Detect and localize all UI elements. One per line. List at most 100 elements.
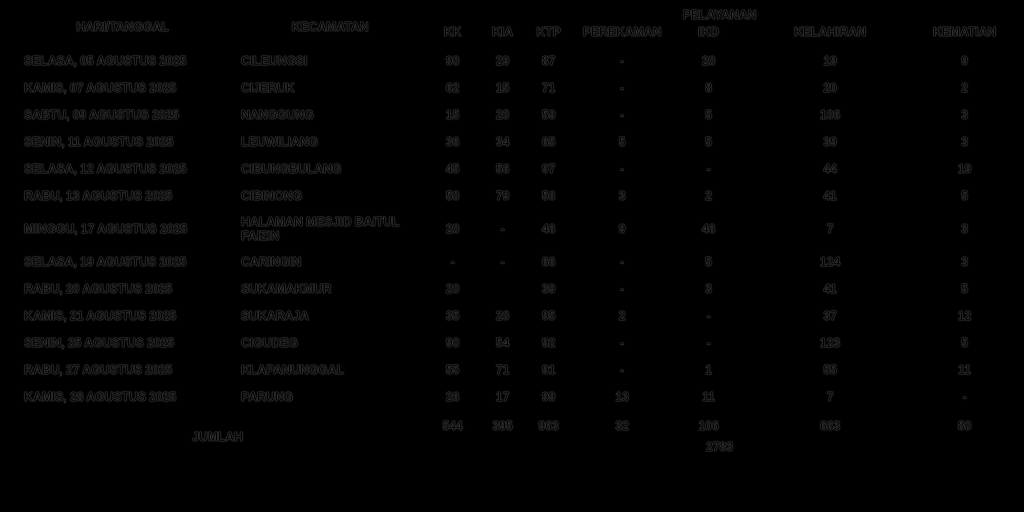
district-cell: CIBINONG xyxy=(241,189,303,204)
service-value-cell: 7 xyxy=(826,221,834,236)
service-value-cell: 2 xyxy=(618,308,626,323)
header-district: KECAMATAN xyxy=(291,20,369,35)
table-row: KAMIS, 21 AGUSTUS 2025 SUKARAJA 35 20 95… xyxy=(10,303,1014,330)
service-value-cell: 54 xyxy=(495,335,510,350)
service-value-cell: 37 xyxy=(823,308,837,323)
service-value-cell: 46 xyxy=(541,221,556,236)
service-value-cell: 7 xyxy=(826,389,834,404)
service-value-cell: 79 xyxy=(495,189,510,204)
service-value-cell: 56 xyxy=(541,189,556,204)
district-cell: KLAPANUNGGAL xyxy=(241,362,345,377)
service-value-cell: 2 xyxy=(961,81,968,96)
table-row: SELASA, 12 AGUSTUS 2025 CIBUNGBULANG 45 … xyxy=(10,156,1014,183)
table-row: RABU, 20 AGUSTUS 2025 SUKAMAKMUR 20 39 -… xyxy=(10,276,1014,303)
service-value-cell: 90 xyxy=(445,335,460,350)
service-report-table: HARI/TANGGAL KECAMATAN PELAYANAN KK KIA … xyxy=(10,6,1014,460)
service-value-cell: 8 xyxy=(705,81,712,96)
service-value-cell: 19 xyxy=(823,54,837,69)
service-value-cell: 20 xyxy=(495,108,510,123)
service-value-cell: 3 xyxy=(961,108,968,123)
table-row: KAMIS, 07 AGUSTUS 2025 CIJERUK 62 15 71 … xyxy=(10,75,1014,102)
service-value-cell: 29 xyxy=(495,54,510,69)
header-date: HARI/TANGGAL xyxy=(76,20,169,35)
date-cell: SENIN, 25 AGUSTUS 2025 xyxy=(24,335,175,350)
date-cell: SENIN, 11 AGUSTUS 2025 xyxy=(24,135,174,150)
date-cell: SABTU, 09 AGUSTUS 2025 xyxy=(24,108,180,123)
date-cell: MINGGU, 17 AGUSTUS 2025 xyxy=(24,221,188,236)
service-value-cell: 46 xyxy=(701,221,716,236)
service-value-cell: 20 xyxy=(445,281,460,296)
date-cell: SELASA, 12 AGUSTUS 2025 xyxy=(24,162,187,177)
service-value-cell: 44 xyxy=(823,162,837,177)
service-value-cell: 62 xyxy=(445,81,460,96)
total-ktp: 963 xyxy=(538,418,559,433)
service-value-cell: 20 xyxy=(701,54,716,69)
service-value-cell: 106 xyxy=(819,108,841,123)
service-value-cell: - xyxy=(620,362,625,377)
service-value-cell: 71 xyxy=(495,362,510,377)
table-row: SELASA, 19 AGUSTUS 2025 CARINGIN - - 66 … xyxy=(10,249,1014,276)
service-value-cell: 12 xyxy=(957,308,972,323)
service-value-cell: 55 xyxy=(823,362,837,377)
total-kia: 395 xyxy=(492,418,513,433)
service-value-cell: - xyxy=(706,308,711,323)
date-cell: KAMIS, 21 AGUSTUS 2025 xyxy=(24,308,177,323)
service-value-cell: - xyxy=(620,162,625,177)
service-value-cell: 5 xyxy=(961,189,968,204)
total-ikd: 106 xyxy=(698,418,719,433)
service-value-cell: - xyxy=(450,254,455,269)
grand-total: 2783 xyxy=(706,439,734,454)
service-value-cell: - xyxy=(620,108,625,123)
table-header: HARI/TANGGAL KECAMATAN PELAYANAN KK KIA … xyxy=(10,6,1014,48)
service-value-cell: 20 xyxy=(823,81,837,96)
service-value-cell: 15 xyxy=(495,81,510,96)
service-value-cell: - xyxy=(620,54,625,69)
date-cell: KAMIS, 07 AGUSTUS 2025 xyxy=(24,81,177,96)
service-value-cell: - xyxy=(500,254,505,269)
service-value-cell: 13 xyxy=(615,389,629,404)
header-kematian: KEMATIAN xyxy=(932,25,997,40)
date-cell: RABU, 13 AGUSTUS 2025 xyxy=(24,189,173,204)
table-row: MINGGU, 17 AGUSTUS 2025 HALAMAN MESJID B… xyxy=(10,210,1014,249)
district-cell: SUKARAJA xyxy=(241,308,309,323)
service-value-cell: - xyxy=(620,281,625,296)
header-kia: KIA xyxy=(492,25,514,40)
service-value-cell: 11 xyxy=(702,389,715,404)
service-value-cell: 1 xyxy=(705,362,712,377)
header-perekaman: PEREKAMAN xyxy=(582,25,662,40)
service-value-cell: 39 xyxy=(541,281,556,296)
total-perekaman: 32 xyxy=(615,418,629,433)
service-value-cell: 26 xyxy=(445,389,460,404)
district-cell: CARINGIN xyxy=(241,254,302,269)
service-value-cell: 19 xyxy=(957,162,972,177)
service-value-cell: 2 xyxy=(705,189,712,204)
district-cell: CILEUNGSI xyxy=(241,54,308,69)
total-kk: 544 xyxy=(442,418,463,433)
service-value-cell: 9 xyxy=(961,54,968,69)
date-cell: KAMIS, 28 AGUSTUS 2025 xyxy=(24,389,177,404)
service-value-cell: 97 xyxy=(541,162,556,177)
table-row: SENIN, 11 AGUSTUS 2025 LEUWILIANG 36 34 … xyxy=(10,129,1014,156)
service-value-cell: 17 xyxy=(495,389,510,404)
table-footer: JUMLAH 544 395 963 32 106 663 80 2783 xyxy=(10,411,1014,461)
service-value-cell: - xyxy=(706,335,711,350)
table-row: RABU, 13 AGUSTUS 2025 CIBINONG 50 79 56 … xyxy=(10,183,1014,210)
service-value-cell: 66 xyxy=(541,254,556,269)
date-cell: RABU, 27 AGUSTUS 2025 xyxy=(24,362,173,377)
service-value-cell: 45 xyxy=(445,162,460,177)
service-value-cell: 65 xyxy=(541,135,556,150)
header-kk: KK xyxy=(443,25,462,40)
table-row: RABU, 27 AGUSTUS 2025 KLAPANUNGGAL 55 71… xyxy=(10,357,1014,384)
service-value-cell: 41 xyxy=(823,189,837,204)
district-cell: HALAMAN MESJID BAITUL FAIZIN xyxy=(241,214,400,244)
service-value-cell: 15 xyxy=(445,108,460,123)
service-value-cell: 87 xyxy=(541,54,556,69)
service-value-cell: 11 xyxy=(958,362,971,377)
service-value-cell: - xyxy=(962,389,967,404)
service-value-cell: 95 xyxy=(541,308,556,323)
service-value-cell: 39 xyxy=(823,135,837,150)
service-value-cell: 56 xyxy=(495,162,510,177)
service-value-cell: 92 xyxy=(541,335,556,350)
service-value-cell: 59 xyxy=(541,108,556,123)
service-value-cell: 91 xyxy=(541,362,556,377)
